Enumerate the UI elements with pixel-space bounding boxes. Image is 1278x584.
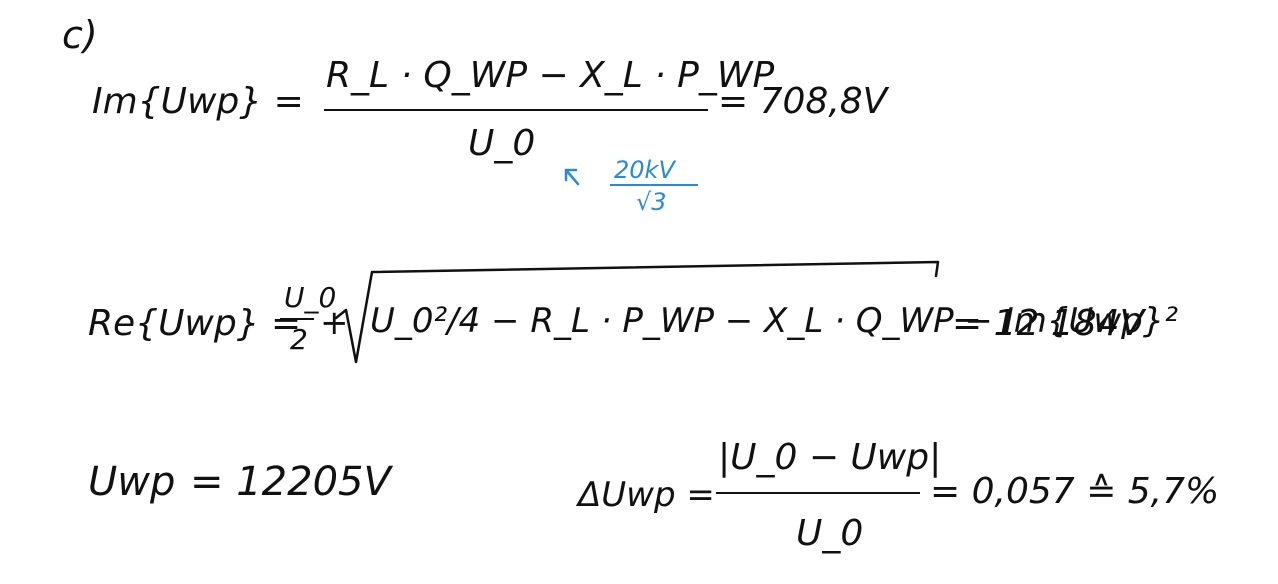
eq1-note-denominator: √3 [636,188,667,216]
eq1-note-numerator: 20kV [614,156,675,184]
eq2-half-denominator: 2 [290,323,308,356]
eq3-lhs: Uwp [88,459,176,505]
part-label: c) [62,13,98,57]
eq4-denominator: U_0 [796,513,864,554]
eq2-half-bar [280,318,314,320]
eq1-note-bar [610,184,698,186]
eq4-result: = 0,057 ≙ 5,7% [930,471,1220,512]
eq1-lhs: Im{Uwp} = [92,81,304,122]
eq2-result: = 12 184V [952,303,1145,344]
eq1-result: = 708,8V [718,81,888,122]
eq2-half-numerator: U_0 [284,281,337,314]
eq2-lhs: Re{Uwp} = [88,303,302,344]
eq2-radicand: U_0²/4 − R_L · P_WP − X_L · Q_WP − Im{Uw… [370,301,1179,341]
eq3-result: = 12205V [190,459,391,505]
eq4-lhs: ΔUwp = [578,475,715,515]
eq1-fraction-bar [324,109,708,111]
eq1-numerator: R_L · Q_WP − X_L · P_WP [326,55,775,96]
eq4-fraction-bar [716,492,920,494]
eq1-denominator: U_0 [468,123,536,164]
eq4-numerator: |U_0 − Uwp| [718,437,942,478]
